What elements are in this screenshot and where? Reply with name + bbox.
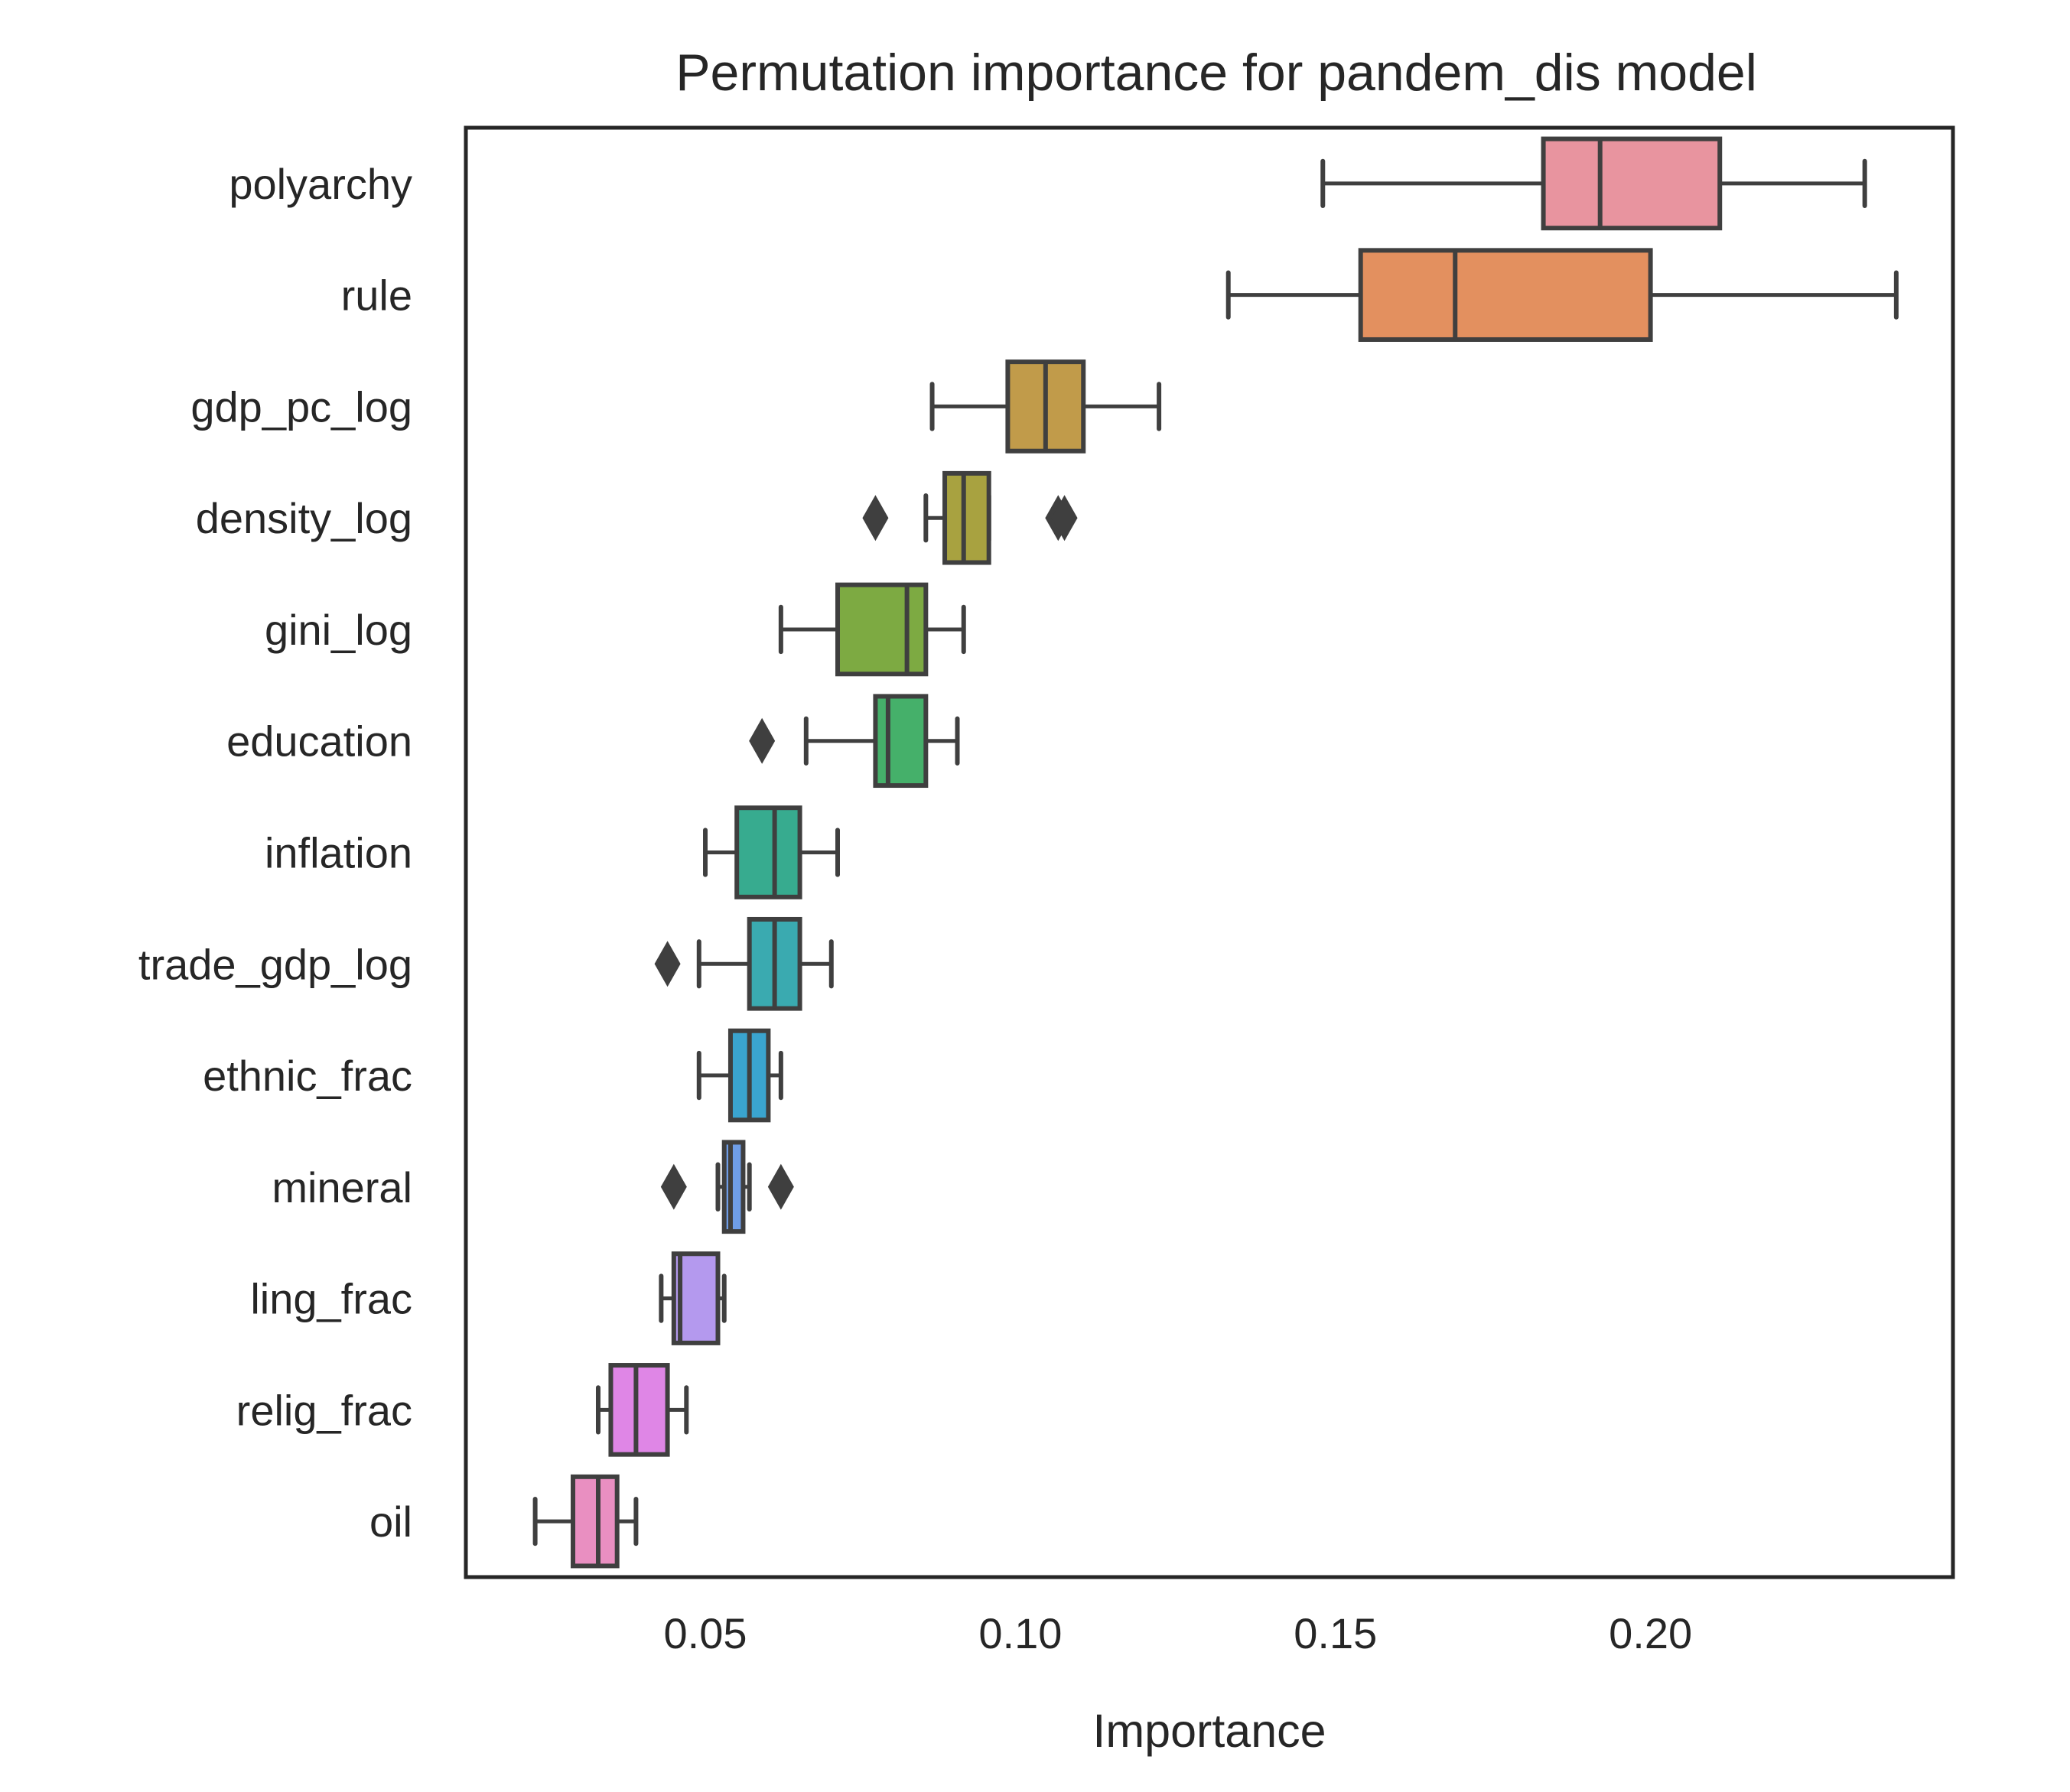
box-education [873, 694, 929, 789]
chart-title: Permutation importance for pandem_dis mo… [675, 44, 1757, 102]
y-tick-label-trade_gdp_log: trade_gdp_log [138, 940, 412, 988]
y-tick-label-gini_log: gini_log [265, 606, 412, 654]
box-oil [571, 1474, 620, 1569]
x-tick-label-2: 0.15 [1294, 1609, 1377, 1657]
box-group-density_log [862, 470, 1078, 565]
y-tick-label-density_log: density_log [196, 494, 412, 542]
box-gini_log [835, 582, 929, 677]
outlier-density_log-2 [1051, 495, 1078, 542]
y-tick-label-oil: oil [369, 1498, 412, 1546]
box-mineral [721, 1140, 746, 1234]
y-tick-label-rule: rule [341, 272, 412, 320]
box-group-education [749, 694, 960, 789]
box-rule [1358, 248, 1653, 342]
y-tick-label-ling_frac: ling_frac [250, 1275, 412, 1323]
box-group-ling_frac [659, 1251, 727, 1345]
outlier-mineral-0 [660, 1163, 687, 1210]
box-group-polyarchy [1320, 136, 1867, 231]
y-tick-label-relig_frac: relig_frac [236, 1386, 412, 1434]
outlier-trade_gdp_log-0 [654, 941, 681, 987]
x-tick-label-1: 0.10 [978, 1609, 1062, 1657]
y-tick-label-inflation: inflation [265, 829, 412, 877]
box-relig_frac [608, 1363, 670, 1457]
boxes-layer [532, 136, 1899, 1569]
outlier-density_log-0 [862, 495, 889, 542]
y-tick-label-gdp_pc_log: gdp_pc_log [190, 382, 412, 431]
y-axis-ticks: polyarchy rule gdp_pc_log density_log gini_l… [138, 160, 412, 1546]
box-group-ethnic_frac [696, 1028, 783, 1123]
box-group-gini_log [778, 582, 966, 677]
y-tick-label-ethnic_frac: ethnic_frac [203, 1052, 412, 1100]
x-axis-ticks: 0.05 0.10 0.15 0.20 [664, 1609, 1693, 1657]
outlier-mineral-1 [767, 1163, 794, 1210]
box-group-gdp_pc_log [929, 359, 1162, 454]
y-tick-label-mineral: mineral [272, 1163, 412, 1211]
outlier-education-0 [749, 717, 776, 764]
y-tick-label-education: education [226, 717, 412, 766]
box-density_log [942, 470, 991, 565]
box-polyarchy [1541, 136, 1723, 231]
box-group-trade_gdp_log [654, 916, 834, 1011]
box-inflation [734, 805, 802, 899]
x-axis-label: Importance [1092, 1705, 1326, 1757]
y-tick-label-polyarchy: polyarchy [229, 160, 412, 208]
x-tick-label-0: 0.05 [664, 1609, 747, 1657]
box-group-inflation [703, 805, 840, 899]
box-group-mineral [660, 1140, 794, 1234]
plot-frame [464, 125, 1955, 1579]
box-group-rule [1225, 248, 1899, 342]
x-tick-label-3: 0.20 [1609, 1609, 1692, 1657]
box-group-oil [532, 1474, 639, 1569]
box-group-relig_frac [595, 1363, 689, 1457]
